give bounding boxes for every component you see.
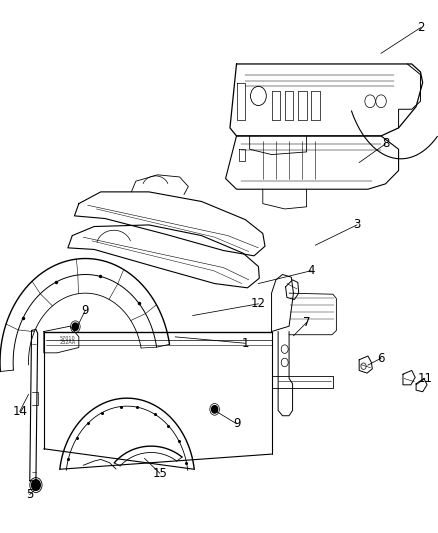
Text: 8: 8 [382, 138, 389, 150]
Text: 9: 9 [81, 304, 89, 317]
Text: 57010: 57010 [59, 335, 75, 341]
Text: 15: 15 [152, 467, 167, 480]
Text: 11: 11 [417, 372, 432, 385]
Text: 3: 3 [353, 219, 360, 231]
Text: 6: 6 [377, 352, 385, 365]
Circle shape [72, 323, 78, 330]
Text: 9: 9 [233, 417, 240, 430]
Text: 1: 1 [241, 337, 249, 350]
Text: 5: 5 [26, 488, 33, 501]
Text: 2: 2 [417, 21, 424, 34]
Circle shape [212, 406, 218, 413]
Circle shape [32, 480, 40, 490]
Text: 4: 4 [307, 264, 315, 277]
Text: 232AA: 232AA [59, 340, 75, 345]
Text: 12: 12 [251, 297, 266, 310]
Text: 14: 14 [12, 405, 27, 418]
Text: 7: 7 [303, 316, 311, 329]
